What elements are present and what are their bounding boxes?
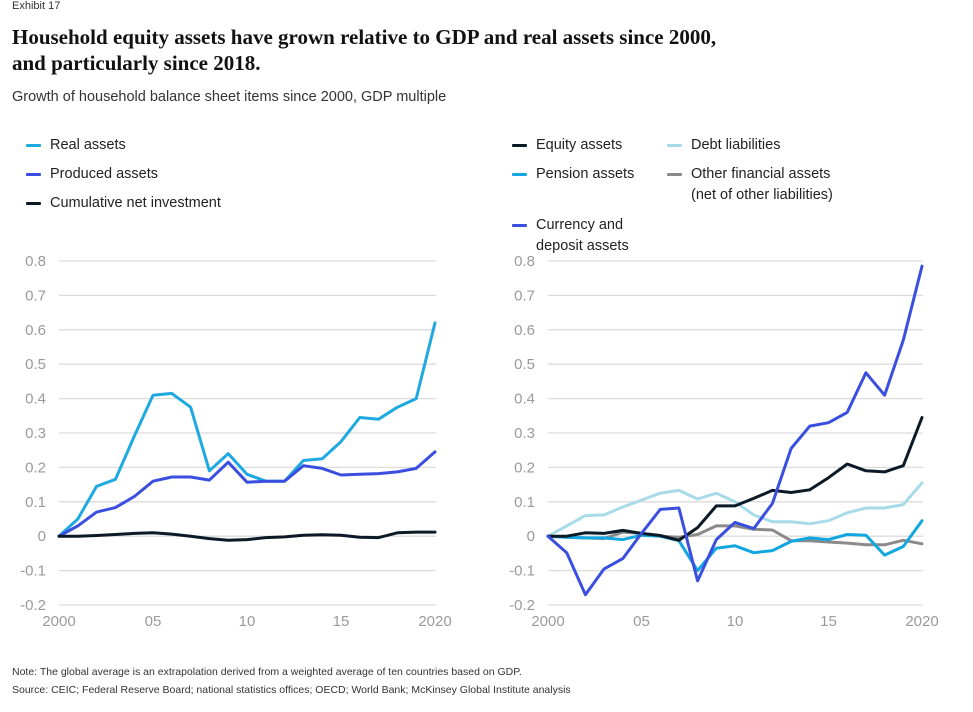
legend-label: Other financial assets <box>691 166 831 182</box>
y-tick-label: 0.2 <box>514 459 535 476</box>
legend-label: Produced assets <box>50 166 159 182</box>
series-line-produced-assets <box>57 450 437 538</box>
x-tick-label: 2000 <box>42 613 75 630</box>
x-tick-label: 15 <box>820 613 837 630</box>
x-tick-label: 05 <box>633 613 650 630</box>
x-tick-label: 10 <box>239 613 256 630</box>
legend-label: Real assets <box>50 137 126 153</box>
legend-swatch <box>667 144 682 147</box>
chart-title: Household equity assets have grown relat… <box>12 24 912 76</box>
source-text: Source: CEIC; Federal Reserve Board; nat… <box>12 684 571 696</box>
y-tick-label: -0.2 <box>20 597 46 614</box>
y-tick-label: 0.7 <box>514 287 535 304</box>
legend-swatch <box>26 173 41 176</box>
x-tick-label: 2020 <box>905 613 938 630</box>
chart-title-line-1: Household equity assets have grown relat… <box>12 25 717 49</box>
legend-label-line-2: (net of other liabilities) <box>691 187 833 203</box>
y-tick-label: 0.4 <box>514 391 535 408</box>
y-tick-label: 0.5 <box>25 356 46 373</box>
y-tick-label: 0.1 <box>514 494 535 511</box>
footnote: Note: The global average is an extrapola… <box>12 663 571 699</box>
legend-label-line-2: deposit assets <box>536 238 629 254</box>
x-tick-label: 10 <box>727 613 744 630</box>
legend-label: Cumulative net investment <box>50 195 221 211</box>
series-line-real-assets <box>57 321 437 538</box>
y-tick-label: 0.6 <box>514 322 535 339</box>
x-tick-label: 2000 <box>531 613 564 630</box>
y-tick-label: 0.2 <box>25 459 46 476</box>
series-line-other-financial-assets-net-of-other-liabilities <box>546 524 924 547</box>
y-tick-label: 0.8 <box>25 253 46 270</box>
y-tick-label: 0.6 <box>25 322 46 339</box>
y-tick-label: 0.4 <box>25 391 46 408</box>
series-line-debt-liabilities <box>546 481 924 538</box>
legend-label: Debt liabilities <box>691 137 781 153</box>
legend-label: Pension assets <box>536 166 635 182</box>
chart-subtitle: Growth of household balance sheet items … <box>12 89 447 105</box>
legend-swatch <box>512 224 527 227</box>
y-tick-label: 0 <box>38 528 46 545</box>
y-tick-label: -0.2 <box>509 597 535 614</box>
legend-swatch <box>26 202 41 205</box>
series-line-currency-and-deposit-assets <box>546 264 924 597</box>
y-tick-label: -0.1 <box>20 563 46 580</box>
y-tick-label: 0 <box>527 528 535 545</box>
x-tick-label: 05 <box>145 613 162 630</box>
legend-label: Currency and <box>536 217 624 233</box>
legend-swatch <box>512 144 527 147</box>
note-text: Note: The global average is an extrapola… <box>12 666 522 678</box>
series-line-equity-assets <box>546 416 924 542</box>
series-line-cumulative-net-investment <box>57 530 437 542</box>
y-tick-label: 0.3 <box>514 425 535 442</box>
y-tick-label: 0.5 <box>514 356 535 373</box>
series-line-pension-assets <box>546 519 924 573</box>
y-tick-label: 0.1 <box>25 494 46 511</box>
legend-swatch <box>512 173 527 176</box>
x-tick-label: 2020 <box>418 613 451 630</box>
y-tick-label: 0.8 <box>514 253 535 270</box>
legend-label: Equity assets <box>536 137 623 153</box>
exhibit-label: Exhibit 17 <box>12 0 61 12</box>
chart-title-line-2: and particularly since 2018. <box>12 51 261 75</box>
x-tick-label: 15 <box>333 613 350 630</box>
y-tick-label: -0.1 <box>509 563 535 580</box>
legend-swatch <box>26 144 41 147</box>
legend-swatch <box>667 173 682 176</box>
y-tick-label: 0.3 <box>25 425 46 442</box>
y-tick-label: 0.7 <box>25 287 46 304</box>
